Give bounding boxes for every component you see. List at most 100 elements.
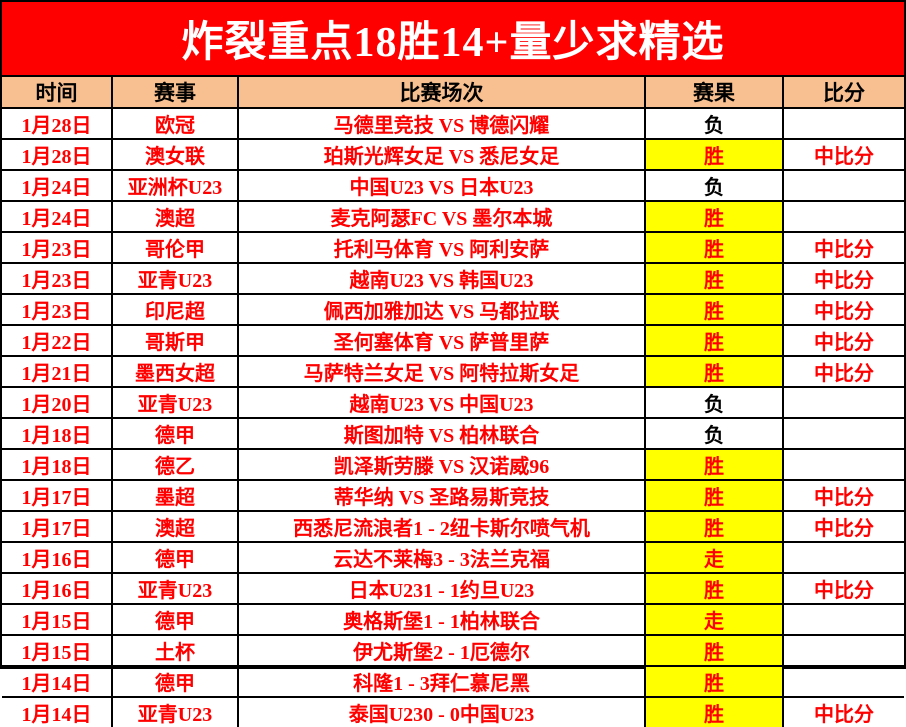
table-row: 1月17日 墨超 蒂华纳 VS 圣路易斯竞技 胜 中比分 — [1, 479, 905, 512]
date-cell: 1月28日 — [1, 138, 113, 171]
match-cell: 蒂华纳 VS 圣路易斯竞技 — [237, 479, 646, 512]
result-cell: 胜 — [644, 510, 784, 543]
league-cell: 哥斯甲 — [111, 324, 239, 357]
col-header-time: 时间 — [1, 76, 113, 109]
league-cell: 印尼超 — [111, 293, 239, 326]
table-row: 1月23日 亚青U23 越南U23 VS 韩国U23 胜 中比分 — [1, 262, 905, 295]
result-cell: 走 — [644, 603, 784, 636]
col-header-match: 比赛场次 — [237, 76, 646, 109]
score-cell: 中比分 — [782, 262, 905, 295]
date-cell: 1月14日 — [1, 696, 113, 727]
league-cell: 德甲 — [111, 603, 239, 636]
date-cell: 1月20日 — [1, 386, 113, 419]
match-cell: 伊尤斯堡2 - 1厄德尔 — [237, 634, 646, 667]
col-header-score: 比分 — [782, 76, 905, 109]
league-cell: 亚青U23 — [111, 696, 239, 727]
league-cell: 亚青U23 — [111, 386, 239, 419]
league-cell: 亚青U23 — [111, 572, 239, 605]
date-cell: 1月15日 — [1, 634, 113, 667]
result-cell: 走 — [644, 541, 784, 574]
score-cell: 中比分 — [782, 355, 905, 388]
league-cell: 澳超 — [111, 200, 239, 233]
date-cell: 1月16日 — [1, 541, 113, 574]
match-cell: 云达不莱梅3 - 3法兰克福 — [237, 541, 646, 574]
date-cell: 1月23日 — [1, 262, 113, 295]
table-row: 1月15日 土杯 伊尤斯堡2 - 1厄德尔 胜 — [1, 634, 905, 667]
match-cell: 越南U23 VS 中国U23 — [237, 386, 646, 419]
table-row: 1月16日 德甲 云达不莱梅3 - 3法兰克福 走 — [1, 541, 905, 574]
result-cell: 胜 — [644, 200, 784, 233]
date-cell: 1月17日 — [1, 510, 113, 543]
table-row: 1月23日 印尼超 佩西加雅加达 VS 马都拉联 胜 中比分 — [1, 293, 905, 326]
date-cell: 1月22日 — [1, 324, 113, 357]
date-cell: 1月17日 — [1, 479, 113, 512]
league-cell: 亚洲杯U23 — [111, 169, 239, 202]
result-cell: 胜 — [644, 634, 784, 667]
table-row: 1月20日 亚青U23 越南U23 VS 中国U23 负 — [1, 386, 905, 419]
score-cell: 中比分 — [782, 138, 905, 171]
match-cell: 日本U231 - 1约旦U23 — [237, 572, 646, 605]
score-cell — [782, 417, 905, 450]
match-cell: 马萨特兰女足 VS 阿特拉斯女足 — [237, 355, 646, 388]
league-cell: 德甲 — [111, 541, 239, 574]
date-cell: 1月24日 — [1, 169, 113, 202]
date-cell: 1月18日 — [1, 417, 113, 450]
league-cell: 德甲 — [111, 417, 239, 450]
col-header-result: 赛果 — [644, 76, 784, 109]
results-table: 时间 赛事 比赛场次 赛果 比分 1月28日 欧冠 马德里竞技 VS 博德闪耀 … — [1, 76, 905, 727]
table-row: 1月15日 德甲 奥格斯堡1 - 1柏林联合 走 — [1, 603, 905, 636]
result-cell: 胜 — [644, 293, 784, 326]
match-cell: 佩西加雅加达 VS 马都拉联 — [237, 293, 646, 326]
result-cell: 负 — [644, 417, 784, 450]
score-cell: 中比分 — [782, 479, 905, 512]
league-cell: 亚青U23 — [111, 262, 239, 295]
score-cell — [782, 634, 905, 667]
score-cell — [782, 665, 905, 698]
match-cell: 中国U23 VS 日本U23 — [237, 169, 646, 202]
table-row: 1月16日 亚青U23 日本U231 - 1约旦U23 胜 中比分 — [1, 572, 905, 605]
date-cell: 1月18日 — [1, 448, 113, 481]
score-cell: 中比分 — [782, 293, 905, 326]
result-cell: 胜 — [644, 479, 784, 512]
banner-title: 炸裂重点18胜14+量少求精选 — [181, 20, 725, 66]
date-cell: 1月21日 — [1, 355, 113, 388]
date-cell: 1月16日 — [1, 572, 113, 605]
match-cell: 麦克阿瑟FC VS 墨尔本城 — [237, 200, 646, 233]
date-cell: 1月15日 — [1, 603, 113, 636]
table-row: 1月17日 澳超 西悉尼流浪者1 - 2纽卡斯尔喷气机 胜 中比分 — [1, 510, 905, 543]
score-cell — [782, 107, 905, 140]
result-cell: 胜 — [644, 448, 784, 481]
result-cell: 负 — [644, 107, 784, 140]
score-cell — [782, 448, 905, 481]
match-cell: 泰国U230 - 0中国U23 — [237, 696, 646, 727]
score-cell: 中比分 — [782, 510, 905, 543]
table-row: 1月18日 德乙 凯泽斯劳滕 VS 汉诺威96 胜 — [1, 448, 905, 481]
league-cell: 墨超 — [111, 479, 239, 512]
table-row: 1月23日 哥伦甲 托利马体育 VS 阿利安萨 胜 中比分 — [1, 231, 905, 264]
league-cell: 墨西女超 — [111, 355, 239, 388]
match-cell: 托利马体育 VS 阿利安萨 — [237, 231, 646, 264]
league-cell: 德甲 — [111, 665, 239, 698]
league-cell: 德乙 — [111, 448, 239, 481]
table-row: 1月24日 亚洲杯U23 中国U23 VS 日本U23 负 — [1, 169, 905, 202]
table-row: 1月14日 德甲 科隆1 - 3拜仁慕尼黑 胜 — [1, 665, 905, 698]
score-cell: 中比分 — [782, 324, 905, 357]
score-cell: 中比分 — [782, 231, 905, 264]
league-cell: 欧冠 — [111, 107, 239, 140]
score-cell — [782, 200, 905, 233]
date-cell: 1月28日 — [1, 107, 113, 140]
match-cell: 科隆1 - 3拜仁慕尼黑 — [237, 665, 646, 698]
date-cell: 1月24日 — [1, 200, 113, 233]
match-cell: 奥格斯堡1 - 1柏林联合 — [237, 603, 646, 636]
table-row: 1月22日 哥斯甲 圣何塞体育 VS 萨普里萨 胜 中比分 — [1, 324, 905, 357]
match-cell: 珀斯光辉女足 VS 悉尼女足 — [237, 138, 646, 171]
table-row: 1月21日 墨西女超 马萨特兰女足 VS 阿特拉斯女足 胜 中比分 — [1, 355, 905, 388]
result-cell: 负 — [644, 169, 784, 202]
table-row: 1月24日 澳超 麦克阿瑟FC VS 墨尔本城 胜 — [1, 200, 905, 233]
result-cell: 胜 — [644, 262, 784, 295]
score-cell: 中比分 — [782, 572, 905, 605]
result-cell: 胜 — [644, 138, 784, 171]
result-cell: 胜 — [644, 696, 784, 727]
header-row: 时间 赛事 比赛场次 赛果 比分 — [1, 76, 905, 109]
result-cell: 胜 — [644, 572, 784, 605]
